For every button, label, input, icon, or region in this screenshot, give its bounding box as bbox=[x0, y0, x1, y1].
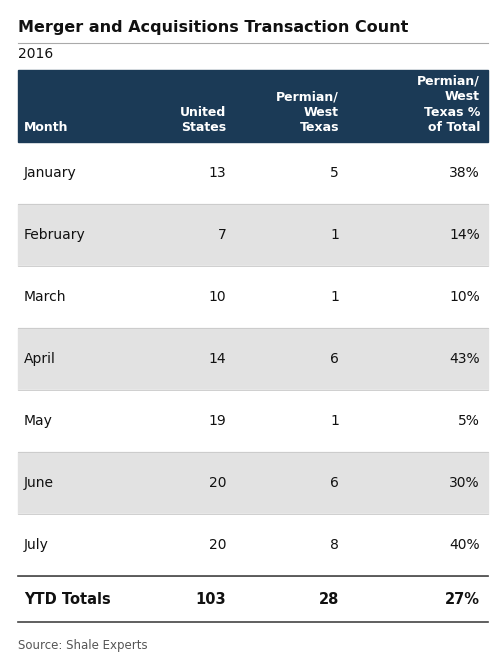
Text: May: May bbox=[24, 414, 53, 428]
Text: 6: 6 bbox=[330, 352, 339, 366]
Text: 28: 28 bbox=[318, 591, 339, 607]
Text: Permian/
West
Texas %
of Total: Permian/ West Texas % of Total bbox=[417, 75, 480, 134]
Text: 1: 1 bbox=[330, 228, 339, 242]
Text: 2016: 2016 bbox=[18, 47, 53, 61]
Bar bbox=[18, 266, 488, 328]
Text: 38%: 38% bbox=[449, 166, 480, 180]
Text: 1: 1 bbox=[330, 290, 339, 304]
Text: Permian/
West
Texas: Permian/ West Texas bbox=[276, 90, 339, 134]
Bar bbox=[18, 204, 488, 266]
Bar bbox=[18, 70, 488, 142]
Text: July: July bbox=[24, 538, 49, 552]
Text: 5: 5 bbox=[330, 166, 339, 180]
Bar bbox=[18, 328, 488, 390]
Text: Source: Shale Experts: Source: Shale Experts bbox=[18, 639, 148, 652]
Text: 27%: 27% bbox=[445, 591, 480, 607]
Bar bbox=[18, 390, 488, 452]
Bar bbox=[18, 452, 488, 514]
Text: 43%: 43% bbox=[450, 352, 480, 366]
Text: Merger and Acquisitions Transaction Count: Merger and Acquisitions Transaction Coun… bbox=[18, 20, 408, 35]
Text: 14: 14 bbox=[208, 352, 226, 366]
Text: 14%: 14% bbox=[449, 228, 480, 242]
Text: 19: 19 bbox=[208, 414, 226, 428]
Text: April: April bbox=[24, 352, 56, 366]
Text: 1: 1 bbox=[330, 414, 339, 428]
Text: February: February bbox=[24, 228, 86, 242]
Text: 10%: 10% bbox=[449, 290, 480, 304]
Text: 20: 20 bbox=[208, 476, 226, 490]
Text: United
States: United States bbox=[180, 106, 226, 134]
Text: 7: 7 bbox=[218, 228, 226, 242]
Text: 40%: 40% bbox=[450, 538, 480, 552]
Text: 5%: 5% bbox=[458, 414, 480, 428]
Bar bbox=[18, 142, 488, 204]
Text: 103: 103 bbox=[196, 591, 226, 607]
Text: 6: 6 bbox=[330, 476, 339, 490]
Text: March: March bbox=[24, 290, 66, 304]
Bar bbox=[18, 514, 488, 576]
Text: 30%: 30% bbox=[450, 476, 480, 490]
Text: 10: 10 bbox=[208, 290, 226, 304]
Text: June: June bbox=[24, 476, 54, 490]
Text: January: January bbox=[24, 166, 77, 180]
Text: 8: 8 bbox=[330, 538, 339, 552]
Text: 20: 20 bbox=[208, 538, 226, 552]
Text: Month: Month bbox=[24, 121, 68, 134]
Text: 13: 13 bbox=[208, 166, 226, 180]
Text: YTD Totals: YTD Totals bbox=[24, 591, 111, 607]
